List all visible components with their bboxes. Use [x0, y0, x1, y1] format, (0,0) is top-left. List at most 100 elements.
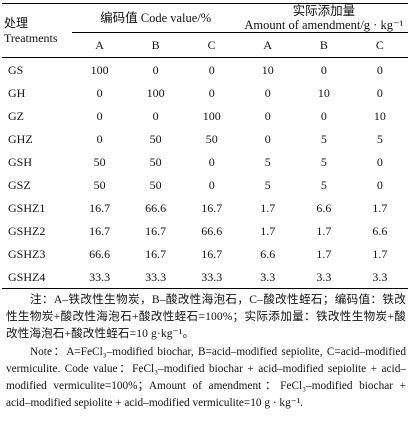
table-cell: 6.6	[372, 223, 388, 238]
table-cell: 3.3	[260, 269, 276, 284]
subcol-header: B	[151, 38, 160, 52]
treatment-name: GHZ	[8, 131, 33, 146]
table-cell: 0	[376, 177, 383, 192]
treatment-name: GSHZ1	[8, 200, 46, 215]
subcol-header: C	[375, 38, 384, 52]
treatment-name: GS	[8, 62, 24, 77]
treatment-name: GH	[8, 85, 26, 100]
treatment-name: GSHZ4	[8, 269, 46, 284]
table-cell: 0	[320, 62, 327, 77]
table-notes: 注：A–铁改性生物炭，B–酸改性海泡石，C–酸改性蛭石；编码值：铁改性生物炭+酸…	[6, 291, 406, 412]
table-cell: 0	[208, 85, 215, 100]
table-cell: 0	[152, 108, 159, 123]
table-cell: 0	[152, 62, 159, 77]
table-row: GS 100 0 0 10 0 0	[2, 58, 408, 82]
table-cell: 16.7	[145, 223, 167, 238]
table-cell: 6.6	[316, 200, 332, 215]
table-cell: 0	[96, 131, 103, 146]
table-cell: 0	[208, 177, 215, 192]
table-cell: 50	[205, 131, 218, 146]
header-row-2: A B C A B C	[2, 33, 408, 58]
table-cell: 0	[320, 108, 327, 123]
table-cell: 0	[264, 131, 271, 146]
table-cell: 3.3	[372, 269, 388, 284]
note-english: Note：A=FeCl₃–modified biochar, B=acid–mo…	[6, 346, 406, 409]
table-cell: 5	[320, 131, 327, 146]
table-cell: 3.3	[316, 269, 332, 284]
table-cell: 100	[90, 62, 109, 77]
table-cell: 16.7	[201, 246, 223, 261]
table-cell: 5	[264, 154, 271, 169]
treatment-name: GSH	[8, 154, 33, 169]
subcol-header: B	[319, 38, 328, 52]
table-cell: 0	[208, 154, 215, 169]
table-cell: 0	[376, 85, 383, 100]
group-header-amount-cn: 实际添加量	[292, 4, 356, 18]
note-chinese: 注：A–铁改性生物炭，B–酸改性海泡石，C–酸改性蛭石；编码值：铁改性生物炭+酸…	[6, 293, 406, 340]
table-cell: 0	[208, 62, 215, 77]
table-cell: 33.3	[145, 269, 167, 284]
table-cell: 5	[320, 154, 327, 169]
table-cell: 50	[149, 177, 162, 192]
table-cell: 16.7	[89, 223, 111, 238]
table-row: GSHZ2 16.7 16.7 66.6 1.7 1.7 6.6	[2, 219, 408, 242]
table-row: GSHZ1 16.7 66.6 16.7 1.7 6.6 1.7	[2, 196, 408, 219]
table-row: GSHZ3 66.6 16.7 16.7 6.6 1.7 1.7	[2, 242, 408, 265]
table-cell: 6.6	[260, 246, 276, 261]
table-cell: 50	[149, 131, 162, 146]
table-cell: 16.7	[145, 246, 167, 261]
table-cell: 100	[146, 85, 165, 100]
subcol-header: C	[207, 38, 216, 52]
table-cell: 0	[264, 108, 271, 123]
table-cell: 0	[264, 85, 271, 100]
table-cell: 10	[261, 62, 274, 77]
table-cell: 1.7	[372, 246, 388, 261]
stub-header-en: Treatments	[4, 30, 58, 45]
table-cell: 50	[93, 177, 106, 192]
treatment-name: GSHZ3	[8, 246, 46, 261]
table-cell: 1.7	[316, 223, 332, 238]
subcol-header: A	[263, 38, 273, 52]
table-cell: 5	[264, 177, 271, 192]
table-cell: 16.7	[201, 200, 223, 215]
table-cell: 0	[376, 154, 383, 169]
table-cell: 1.7	[372, 200, 388, 215]
table-cell: 66.6	[201, 223, 223, 238]
table-cell: 33.3	[89, 269, 111, 284]
table-cell: 10	[373, 108, 386, 123]
table-cell: 0	[376, 62, 383, 77]
table-cell: 0	[96, 85, 103, 100]
table-cell: 5	[320, 177, 327, 192]
table-cell: 1.7	[316, 246, 332, 261]
group-header-amount: 实际添加量 Amount of amendment/g · kg⁻¹	[239, 3, 408, 33]
subcol-header: A	[95, 38, 104, 52]
stub-header-cell: 处理 Treatments	[2, 4, 72, 58]
treatment-name: GSHZ2	[8, 223, 46, 238]
table-row: GH 0 100 0 0 10 0	[2, 81, 408, 104]
table-row: GZ 0 0 100 0 0 10	[2, 104, 408, 127]
table-cell: 33.3	[201, 269, 223, 284]
group-header-code-value-label: 编码值 Code value/%	[100, 11, 212, 25]
group-header-code-value: 编码值 Code value/%	[71, 3, 240, 33]
data-table: 处理 Treatments 编码值 Code value/% 实际添加量 Amo…	[2, 3, 408, 289]
table-cell: 16.7	[89, 200, 111, 215]
table-cell: 5	[376, 131, 383, 146]
table-row: GSHZ4 33.3 33.3 33.3 3.3 3.3 3.3	[2, 265, 408, 289]
stub-header-cn: 处理	[4, 15, 29, 30]
group-header-amount-en: Amount of amendment/g · kg⁻¹	[244, 18, 404, 32]
table-cell: 50	[93, 154, 106, 169]
table-cell: 1.7	[260, 200, 276, 215]
table-row: GHZ 0 50 50 0 5 5	[2, 127, 408, 150]
table-cell: 66.6	[89, 246, 111, 261]
table-cell: 0	[96, 108, 103, 123]
treatment-name: GZ	[8, 108, 24, 123]
table-cell: 1.7	[260, 223, 276, 238]
table-cell: 50	[149, 154, 162, 169]
header-row-1: 处理 Treatments 编码值 Code value/% 实际添加量 Amo…	[2, 3, 408, 45]
table-row: GSH 50 50 0 5 5 0	[2, 150, 408, 173]
table-row: GSZ 50 50 0 5 5 0	[2, 173, 408, 196]
table-cell: 66.6	[145, 200, 167, 215]
treatment-name: GSZ	[8, 177, 31, 192]
table-cell: 10	[317, 85, 330, 100]
